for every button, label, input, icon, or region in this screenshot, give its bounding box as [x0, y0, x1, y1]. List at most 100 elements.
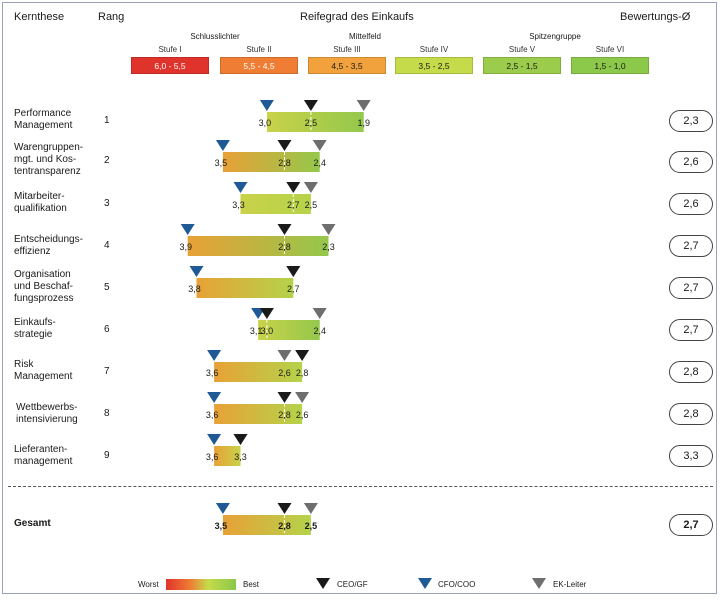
bar-value-label: 2,5	[305, 200, 318, 210]
cfo-marker-icon	[259, 100, 274, 111]
stage-range-box: 2,5 - 1,5	[483, 57, 561, 74]
avg-rating: 2,7	[669, 235, 713, 257]
avg-rating: 2,6	[669, 151, 713, 173]
bar-value-label: 3,1	[250, 326, 263, 336]
legend-ek-triangle-icon	[532, 578, 546, 589]
header-bewertung: Bewertungs-Ø	[620, 11, 691, 23]
ceo-marker-icon	[277, 140, 292, 151]
row-label: Einkaufs- strategie	[14, 317, 56, 340]
ek-marker-icon	[295, 392, 310, 403]
row-label: Warengruppen- mgt. und Kos- tentranspare…	[14, 142, 84, 177]
stage-label: Stufe I	[158, 45, 182, 54]
legend-ek: EK-Leiter	[553, 580, 587, 589]
row-label: Risk Management	[14, 359, 73, 382]
group-mittelfeld: Mittelfeld	[348, 32, 381, 41]
ek-marker-icon	[277, 350, 292, 361]
bar-value-label: 3,0	[259, 118, 272, 128]
avg-rating: 2,6	[669, 193, 713, 215]
row-rank: 8	[104, 408, 110, 419]
range-bar	[214, 446, 241, 466]
row-rank: 6	[104, 324, 110, 335]
bar-value-label: 2,4	[313, 158, 326, 168]
row-rank: 9	[104, 450, 110, 461]
avg-rating: 2,7	[669, 277, 713, 299]
cfo-marker-icon	[180, 224, 195, 235]
stage-label: Stufe III	[333, 45, 361, 54]
total-label: Gesamt	[14, 518, 51, 529]
bar-value-label: 3,8	[188, 284, 201, 294]
row-rank: 4	[104, 240, 110, 251]
ceo-marker-icon	[286, 266, 301, 277]
row-label: Organisation und Beschaf- fungsprozess	[14, 269, 74, 304]
range-bar	[258, 320, 320, 340]
bar-value-label: 2,6	[278, 368, 291, 378]
bar-value-label: 2,8	[278, 521, 291, 531]
cfo-marker-icon	[233, 182, 248, 193]
total-avg-rating: 2,7	[669, 514, 713, 536]
bar-value-label: 2,7	[287, 284, 300, 294]
row-label: Lieferanten- management	[14, 444, 73, 467]
range-bar	[187, 236, 329, 256]
bar-value-label: 2,4	[313, 326, 326, 336]
ek-marker-icon	[321, 224, 336, 235]
range-bar	[240, 194, 311, 214]
bar-value-label: 3,6	[206, 368, 219, 378]
row-rank: 5	[104, 282, 110, 293]
bar-value-label: 2,6	[296, 410, 309, 420]
row-label: Wettbewerbs- intensivierung	[16, 402, 78, 425]
ceo-marker-icon	[303, 100, 318, 111]
legend-cfo: CFO/COO	[438, 580, 476, 589]
row-rank: 2	[104, 155, 110, 166]
range-bar	[214, 362, 303, 382]
bar-value-label: 3,6	[206, 452, 219, 462]
cfo-marker-icon	[215, 503, 230, 514]
stage-label: Stufe V	[508, 45, 536, 54]
group-spitzengruppe: Spitzengruppe	[529, 32, 581, 41]
cfo-marker-icon	[207, 350, 222, 361]
ek-marker-icon	[312, 308, 327, 319]
legend-gradient-bar	[166, 579, 236, 590]
ek-marker-icon	[303, 503, 318, 514]
legend-worst: Worst	[138, 580, 159, 589]
bar-value-label: 2,3	[322, 242, 335, 252]
range-bar	[214, 404, 303, 424]
avg-rating: 2,8	[669, 403, 713, 425]
header-rang: Rang	[98, 11, 125, 23]
avg-rating: 2,7	[669, 319, 713, 341]
row-label: Entscheidungs- effizienz	[14, 234, 83, 257]
stage-range-box: 4,5 - 3,5	[308, 57, 386, 74]
row-rank: 7	[104, 366, 110, 377]
legend-ceo-triangle-icon	[316, 578, 330, 589]
row-label: Mitarbeiter- qualifikation	[14, 191, 67, 214]
cfo-marker-icon	[215, 140, 230, 151]
bar-value-label: 2,7	[287, 200, 300, 210]
bar-value-label: 3,9	[179, 242, 192, 252]
row-rank: 3	[104, 198, 110, 209]
group-schlusslichter: Schlusslichter	[190, 32, 240, 41]
header-reifegrad: Reifegrad des Einkaufs	[300, 11, 414, 23]
chart-frame	[2, 2, 717, 594]
bar-value-label: 3,5	[215, 158, 228, 168]
bar-value-label: 3,6	[206, 410, 219, 420]
header-kernthese: Kernthese	[14, 11, 65, 23]
ceo-marker-icon	[259, 308, 274, 319]
ceo-marker-icon	[277, 224, 292, 235]
stage-range-box: 6,0 - 5,5	[131, 57, 209, 74]
bar-value-label: 2,8	[278, 242, 291, 252]
separator-line	[8, 486, 713, 487]
legend-cfo-triangle-icon	[418, 578, 432, 589]
bar-value-label: 2,8	[278, 158, 291, 168]
bar-value-label: 2,8	[296, 368, 309, 378]
legend-best: Best	[243, 580, 260, 589]
row-label: Performance Management	[14, 108, 73, 131]
legend-ceo: CEO/GF	[337, 580, 368, 589]
bar-value-label: 2,5	[305, 521, 318, 531]
range-bar	[266, 112, 364, 132]
bar-value-label: 1,9	[357, 118, 370, 128]
range-bar	[196, 278, 294, 298]
avg-rating: 3,3	[669, 445, 713, 467]
ek-marker-icon	[303, 182, 318, 193]
ceo-marker-icon	[277, 392, 292, 403]
ceo-marker-icon	[286, 182, 301, 193]
